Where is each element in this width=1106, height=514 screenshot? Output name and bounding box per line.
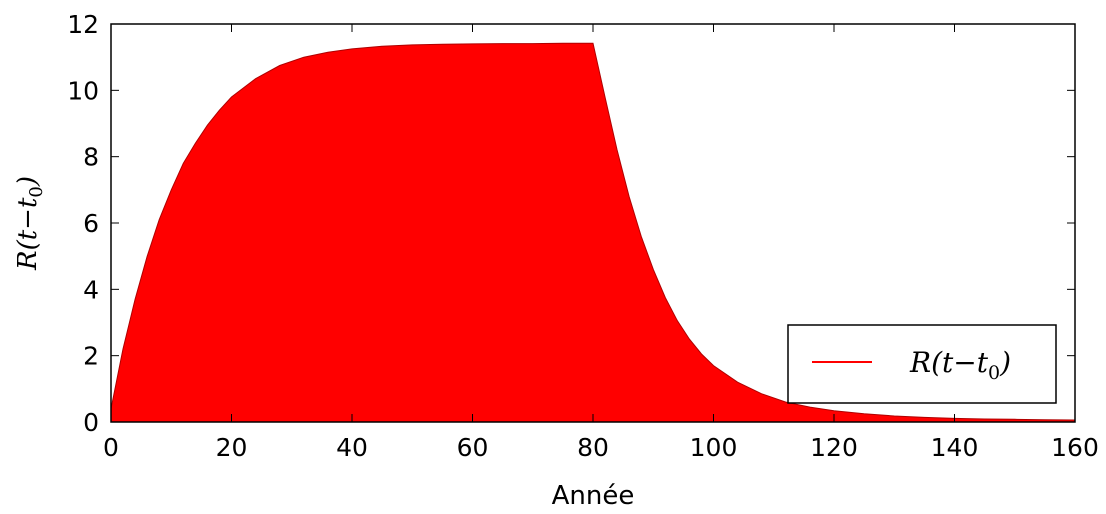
x-tick-label: 20 xyxy=(216,433,248,462)
legend-label-subscript: 0 xyxy=(988,362,1000,384)
legend: R(t−t0) xyxy=(787,324,1057,404)
plot-frame xyxy=(110,23,1076,423)
y-axis-label: R(t−t0) xyxy=(13,176,47,271)
x-tick-label: 120 xyxy=(810,433,858,462)
x-tick-label: 80 xyxy=(577,433,609,462)
y-tick-label: 12 xyxy=(67,10,99,39)
legend-entry-label: R(t−t0) xyxy=(909,346,1011,384)
x-tick-label: 60 xyxy=(457,433,489,462)
x-tick-label: 100 xyxy=(690,433,738,462)
y-axis-label-subscript: 0 xyxy=(26,186,47,197)
tick-layer: 0 20 40 60 80 100 120 140 160 0 2 4 6 8 10 12 xyxy=(67,10,1099,462)
y-tick-label: 0 xyxy=(83,408,99,437)
legend-box xyxy=(787,324,1057,404)
series-fill-layer xyxy=(110,42,1076,422)
y-axis-label-close: ) xyxy=(13,176,43,187)
x-tick-label: 0 xyxy=(103,433,119,462)
x-tick-label: 160 xyxy=(1051,433,1099,462)
x-axis-label: Année xyxy=(552,481,635,511)
series-area-0 xyxy=(111,43,1075,422)
y-tick-label: 10 xyxy=(67,76,99,105)
y-tick-label: 8 xyxy=(83,143,99,172)
y-axis-label-base: R(t−t xyxy=(13,197,43,271)
x-tick-label: 40 xyxy=(336,433,368,462)
y-tick-label: 6 xyxy=(83,209,99,238)
y-tick-label: 4 xyxy=(83,275,99,304)
x-tick-label: 140 xyxy=(931,433,979,462)
legend-label-base: R(t−t xyxy=(909,346,989,379)
series-line-0 xyxy=(110,42,1076,421)
legend-label-close: ) xyxy=(999,346,1011,379)
y-tick-label: 2 xyxy=(83,342,99,371)
